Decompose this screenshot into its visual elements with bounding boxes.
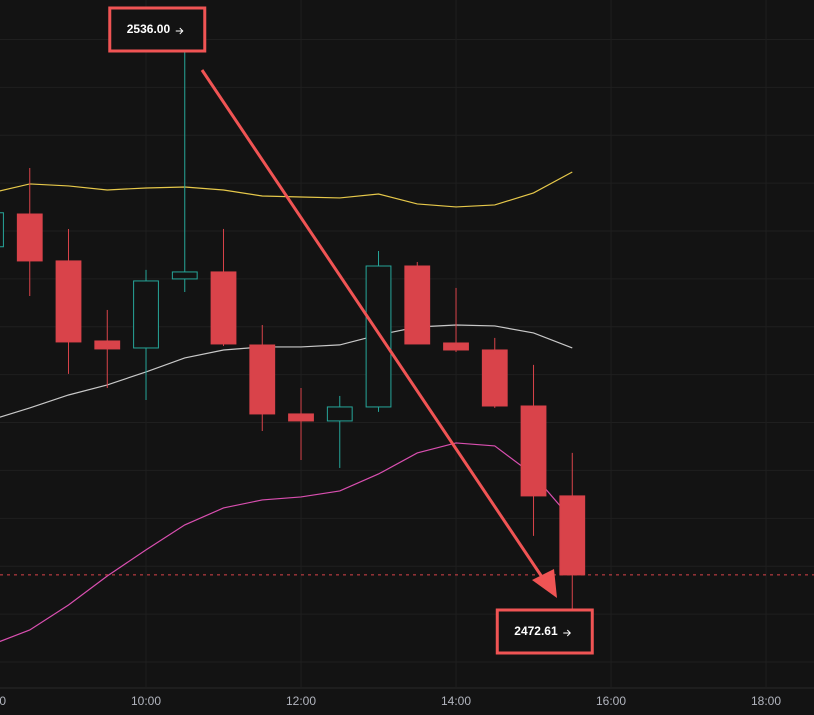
candle-body — [288, 413, 314, 422]
x-tick-label: 16:00 — [596, 694, 626, 708]
candle-body — [520, 405, 547, 497]
x-tick-label: 12:00 — [286, 694, 316, 708]
x-tick-label: 18:00 — [751, 694, 781, 708]
arrow-head — [532, 569, 557, 598]
annotation-label: 2472.61 — [514, 624, 558, 638]
annotation-box — [108, 6, 207, 53]
candle-body — [326, 406, 353, 422]
candle-body — [0, 212, 4, 248]
candle-body — [210, 271, 237, 345]
band-line — [0, 171, 573, 208]
band-line — [0, 442, 573, 643]
annotation-box — [495, 608, 594, 655]
annotation-arrow-icon — [175, 27, 184, 35]
annotation-layer: 2536.00 2472.61 — [108, 6, 594, 655]
candle-body — [481, 349, 508, 407]
candle-body — [133, 280, 159, 349]
x-tick-label: 08:00 — [0, 694, 6, 708]
annotation-arrow-icon — [563, 629, 571, 637]
candle-body — [171, 271, 198, 280]
x-tick-label: 14:00 — [441, 694, 471, 708]
band-line — [0, 324, 573, 418]
trend-arrow — [200, 69, 548, 584]
candle-body — [16, 213, 43, 262]
candle-body — [559, 495, 586, 576]
candle-body — [94, 340, 121, 350]
candle-body — [365, 265, 392, 408]
annotation-label: 2536.00 — [127, 22, 171, 36]
x-tick-label: 10:00 — [131, 694, 161, 708]
candle-body — [443, 342, 469, 351]
candle-body — [249, 344, 276, 415]
candle-body — [55, 260, 82, 343]
candle-body — [404, 265, 431, 345]
